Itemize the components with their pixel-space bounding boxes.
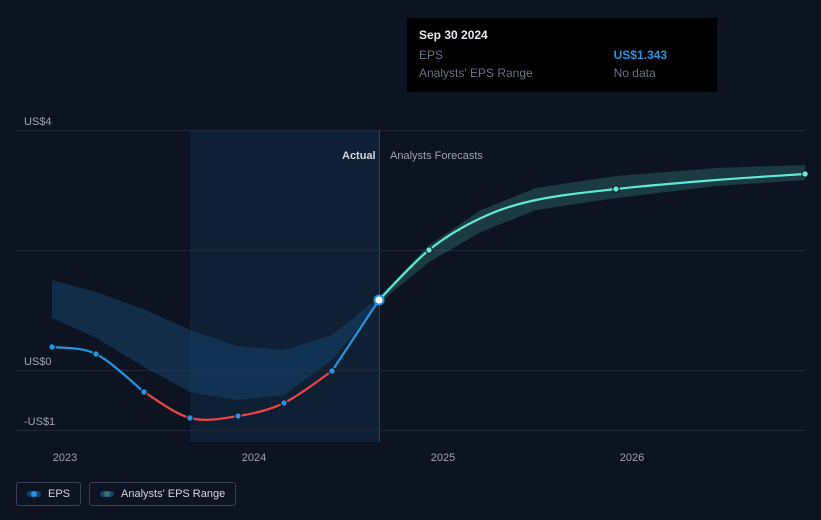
- eps-marker[interactable]: [141, 389, 147, 395]
- analysts-range-band: [52, 280, 379, 400]
- tooltip-date: Sep 30 2024: [419, 28, 705, 42]
- legend-swatch-range: [100, 491, 114, 497]
- eps-marker[interactable]: [93, 351, 99, 357]
- eps-marker[interactable]: [49, 344, 55, 350]
- eps-marker[interactable]: [329, 368, 335, 374]
- eps-marker[interactable]: [281, 400, 287, 406]
- tooltip-row-value: US$1.343: [614, 46, 705, 64]
- legend-label: EPS: [48, 488, 70, 500]
- x-axis-label: 2024: [242, 452, 266, 464]
- tooltip-table: EPS US$1.343 Analysts' EPS Range No data: [419, 46, 705, 82]
- tooltip-row-value: No data: [614, 64, 705, 82]
- x-axis-label: 2025: [431, 452, 455, 464]
- eps-chart: US$4US$0-US$1 Actual Analysts Forecasts …: [16, 0, 805, 442]
- eps-marker[interactable]: [235, 413, 241, 419]
- eps-marker[interactable]: [613, 186, 619, 192]
- legend: EPS Analysts' EPS Range: [16, 482, 236, 506]
- legend-item-range[interactable]: Analysts' EPS Range: [89, 482, 236, 506]
- legend-item-eps[interactable]: EPS: [16, 482, 81, 506]
- x-axis-label: 2023: [53, 452, 77, 464]
- forecast-range-band: [379, 165, 805, 303]
- x-axis-label: 2026: [620, 452, 644, 464]
- eps-marker[interactable]: [375, 296, 384, 305]
- eps-marker[interactable]: [187, 415, 193, 421]
- tooltip-row-label: Analysts' EPS Range: [419, 64, 614, 82]
- eps-marker[interactable]: [426, 247, 432, 253]
- tooltip-row-label: EPS: [419, 46, 614, 64]
- chart-tooltip: Sep 30 2024 EPS US$1.343 Analysts' EPS R…: [407, 18, 717, 92]
- eps-marker[interactable]: [802, 171, 808, 177]
- legend-label: Analysts' EPS Range: [121, 488, 225, 500]
- legend-swatch-eps: [27, 491, 41, 497]
